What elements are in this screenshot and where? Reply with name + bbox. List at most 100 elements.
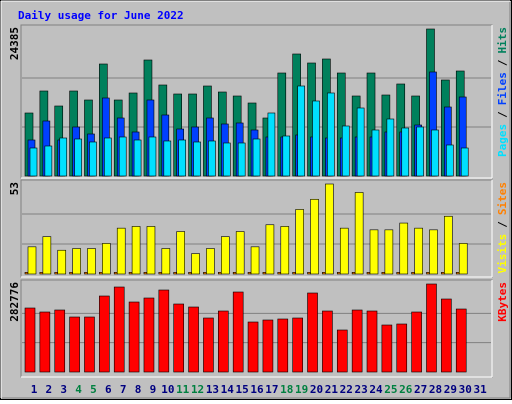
bar	[39, 272, 44, 275]
x-tick-label: 3	[60, 383, 67, 396]
bar	[143, 297, 155, 373]
bar	[381, 272, 386, 275]
bar	[188, 272, 192, 275]
x-tick-label: 29	[444, 383, 457, 396]
bar	[89, 141, 97, 177]
x-tick-label: 14	[221, 383, 235, 396]
bar	[339, 227, 349, 275]
bar	[102, 243, 111, 275]
bar	[235, 231, 245, 275]
x-tick-label: 30	[459, 383, 472, 396]
bar	[307, 292, 318, 373]
bar	[178, 139, 186, 177]
bar	[366, 272, 371, 275]
legend-entry: Files	[496, 72, 509, 105]
bar	[455, 308, 467, 373]
bar	[206, 248, 215, 275]
bar	[143, 272, 148, 275]
x-tick-label: 1	[31, 383, 38, 396]
bar	[39, 311, 51, 373]
legend-entry: Pages	[496, 124, 509, 157]
bar	[325, 183, 334, 275]
bar	[72, 248, 81, 275]
bar	[59, 137, 68, 177]
bar	[322, 272, 326, 275]
bar	[27, 246, 37, 275]
bar	[74, 138, 82, 177]
bar	[176, 231, 185, 275]
bar	[280, 226, 290, 275]
bar	[336, 329, 348, 373]
bar	[292, 272, 296, 275]
bar	[426, 283, 437, 373]
bar	[223, 142, 231, 177]
bar	[161, 248, 171, 275]
bar	[458, 243, 468, 275]
bar	[116, 227, 126, 275]
x-tick-label: 10	[161, 383, 174, 396]
bar	[356, 107, 365, 177]
bar	[267, 112, 276, 177]
y-tick-label: 24385	[8, 27, 21, 60]
x-tick-label: 22	[340, 383, 353, 396]
legend-entry: Visits	[496, 234, 509, 274]
bar	[446, 144, 454, 177]
bar	[99, 272, 103, 275]
bar	[104, 137, 112, 177]
legend: Pages / Files / Hits	[496, 27, 509, 157]
bar	[371, 129, 380, 177]
bar	[42, 236, 52, 275]
bar	[265, 224, 275, 275]
bar	[414, 227, 423, 275]
bar	[411, 272, 415, 275]
bar	[369, 229, 379, 275]
bar	[429, 229, 438, 275]
x-tick-label: 2	[46, 383, 53, 396]
x-tick-label: 17	[265, 383, 278, 396]
bar	[250, 246, 260, 275]
bar	[292, 317, 303, 373]
bar	[366, 310, 378, 373]
bar	[54, 309, 66, 373]
x-tick-label: 21	[325, 383, 339, 396]
bar	[113, 272, 118, 275]
bar	[247, 321, 259, 373]
bar	[444, 215, 453, 275]
bar	[84, 316, 95, 373]
x-tick-label: 8	[135, 383, 142, 396]
legend-separator: /	[496, 59, 509, 66]
x-tick-label: 6	[105, 383, 112, 396]
x-tick-label: 18	[280, 383, 293, 396]
bar	[203, 272, 207, 275]
bar	[57, 249, 67, 275]
bar	[69, 272, 73, 275]
bar	[44, 145, 53, 177]
bar	[133, 139, 142, 177]
bar	[307, 272, 311, 275]
bar	[113, 286, 125, 373]
bar	[99, 295, 110, 373]
bar	[193, 141, 201, 177]
bar	[262, 319, 274, 373]
bar	[84, 272, 88, 275]
bar	[29, 147, 38, 177]
y-tick-label: 282776	[8, 282, 21, 322]
x-tick-label: 25	[384, 383, 397, 396]
bar	[218, 272, 222, 275]
bar	[327, 92, 335, 177]
bar	[118, 136, 127, 177]
x-tick-label: 26	[399, 383, 413, 396]
bar	[455, 272, 460, 275]
bar	[208, 140, 216, 177]
bar	[247, 272, 252, 275]
bar	[460, 147, 469, 177]
x-tick-label: 19	[295, 383, 308, 396]
x-tick-label: 12	[191, 383, 204, 396]
bar	[411, 311, 422, 373]
bar	[191, 253, 200, 275]
x-tick-label: 7	[120, 383, 127, 396]
bar	[295, 209, 304, 275]
legend-entry: Sites	[496, 182, 509, 215]
